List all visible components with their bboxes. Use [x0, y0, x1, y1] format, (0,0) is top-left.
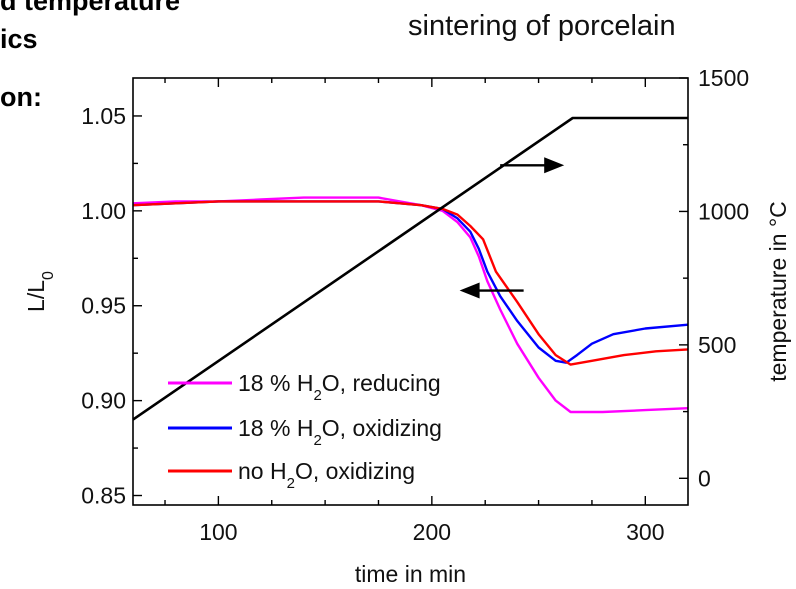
y2-tick-label: 0 — [698, 465, 711, 491]
axes-layer: 100 200 300 0.85 0.90 0.95 1.00 1.05 0 500 1000 150… — [23, 65, 791, 587]
y-tick-label: 1.05 — [81, 103, 126, 129]
x-tick-label: 300 — [626, 519, 664, 545]
chart-title: sintering of porcelain — [408, 10, 676, 42]
y2-tick-label: 500 — [698, 332, 736, 358]
y2-tick-label: 1500 — [698, 65, 749, 91]
y-tick-label: 0.90 — [81, 388, 126, 414]
x-tick-label: 200 — [413, 519, 451, 545]
cropped-heading-line-2: ics — [0, 24, 38, 54]
y2-tick-label: 1000 — [698, 198, 749, 224]
cropped-heading-line-3: on: — [0, 82, 42, 112]
y2-axis-label: temperature in °C — [765, 201, 791, 382]
series-line-1 — [132, 200, 689, 364]
series-layer — [132, 116, 689, 421]
legend: 18 % H2O, reducing 18 % H2O, oxidizing no … — [168, 370, 442, 492]
legend-label-1: 18 % H2O, oxidizing — [238, 415, 442, 449]
cropped-heading-line-1: d temperature — [0, 0, 181, 16]
series-line-2 — [132, 200, 689, 366]
y-tick-label: 1.00 — [81, 198, 126, 224]
x-tick-label: 100 — [199, 519, 237, 545]
x-axis-label: time in min — [355, 561, 466, 587]
arrow-right-head — [544, 157, 565, 174]
legend-label-0: 18 % H2O, reducing — [238, 370, 441, 404]
y-axis-label: L/L0 — [23, 271, 57, 312]
series-line-3 — [132, 116, 688, 421]
series-line-0 — [132, 196, 689, 414]
y-tick-label: 0.85 — [81, 483, 126, 509]
legend-label-2: no H2O, oxidizing — [238, 458, 415, 492]
y-tick-label: 0.95 — [81, 293, 126, 319]
plot-frame — [132, 77, 689, 506]
arrow-left-head — [459, 282, 480, 299]
